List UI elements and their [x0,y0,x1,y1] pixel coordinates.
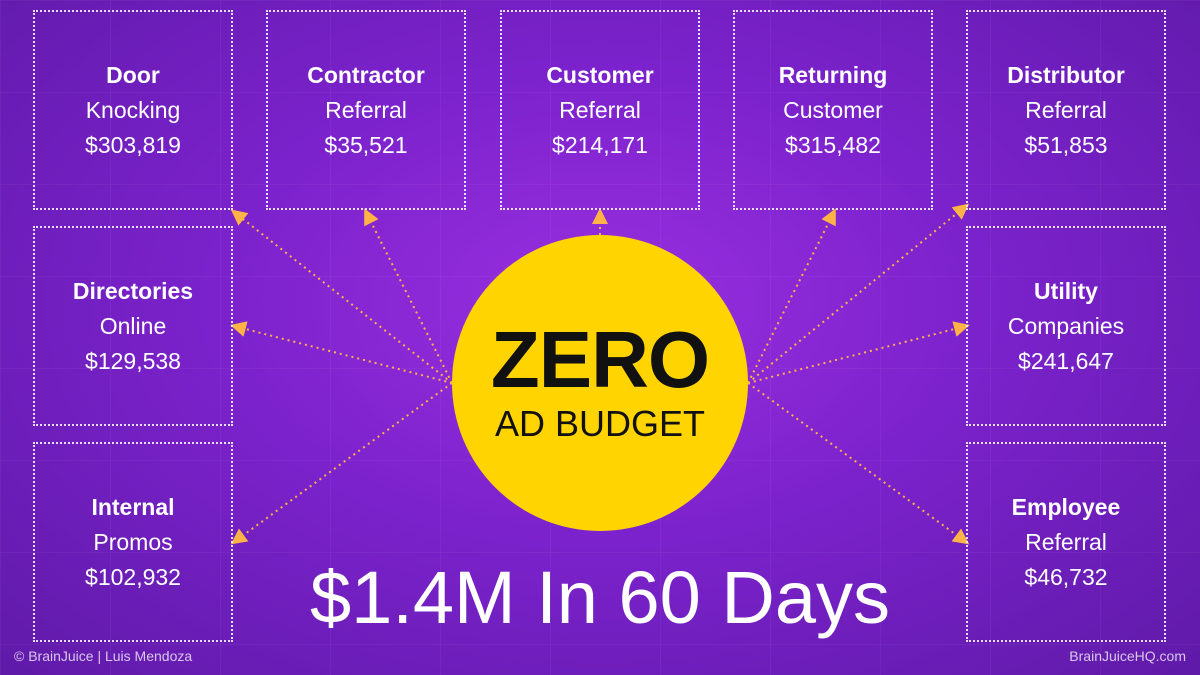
circle-heading: ZERO [490,315,710,404]
box-title: Returning [778,61,888,88]
arrow-contractor-referral [364,208,453,384]
box-returning-customer: Returning Customer $315,482 [733,10,933,210]
box-value: $35,521 [324,131,408,158]
arrow-internal-promos [230,382,453,545]
box-subtitle: Customer [783,96,883,123]
box-subtitle: Knocking [85,96,181,123]
box-value: $102,932 [85,563,181,590]
box-subtitle: Referral [325,96,407,123]
footer-credit: © BrainJuice | Luis Mendoza [14,648,193,664]
box-value: $315,482 [785,131,881,158]
box-title: Directories [72,277,194,304]
arrow-utility-companies [747,321,970,384]
box-subtitle: Referral [1025,96,1107,123]
box-title: Internal [91,493,175,520]
box-value: $214,171 [552,131,648,158]
box-title: Employee [1011,493,1121,520]
headline: $1.4M In 60 Days [310,556,890,639]
box-door-knocking: Door Knocking $303,819 [33,10,233,210]
box-directories-online: Directories Online $129,538 [33,226,233,426]
box-value: $129,538 [85,347,181,374]
box-title: Customer [546,61,654,88]
box-contractor-referral: Contractor Referral $35,521 [266,10,466,210]
box-title: Door [106,61,160,88]
box-customer-referral: Customer Referral $214,171 [500,10,700,210]
box-subtitle: Online [99,312,167,339]
box-title: Contractor [307,61,425,88]
circle-subheading: AD BUDGET [494,403,706,444]
arrow-directories-online [230,321,453,384]
box-employee-referral: Employee Referral $46,732 [966,442,1166,642]
box-distributor-referral: Distributor Referral $51,853 [966,10,1166,210]
arrow-returning-customer [747,208,836,384]
box-value: $303,819 [85,131,181,158]
box-title: Utility [1034,277,1098,304]
box-title: Distributor [1007,61,1125,88]
box-value: $51,853 [1024,131,1108,158]
footer-website: BrainJuiceHQ.com [1069,648,1186,664]
zero-ad-budget-circle: ZERO AD BUDGET [452,235,748,531]
box-subtitle: Referral [1025,528,1107,555]
arrow-distributor-referral [747,203,970,384]
box-utility-companies: Utility Companies $241,647 [966,226,1166,426]
box-subtitle: Companies [1007,312,1125,339]
arrow-employee-referral [747,382,970,545]
box-value: $241,647 [1018,347,1114,374]
box-subtitle: Referral [559,96,641,123]
box-subtitle: Promos [93,528,173,555]
box-value: $46,732 [1024,563,1108,590]
arrow-door-knocking [230,209,453,384]
box-internal-promos: Internal Promos $102,932 [33,442,233,642]
